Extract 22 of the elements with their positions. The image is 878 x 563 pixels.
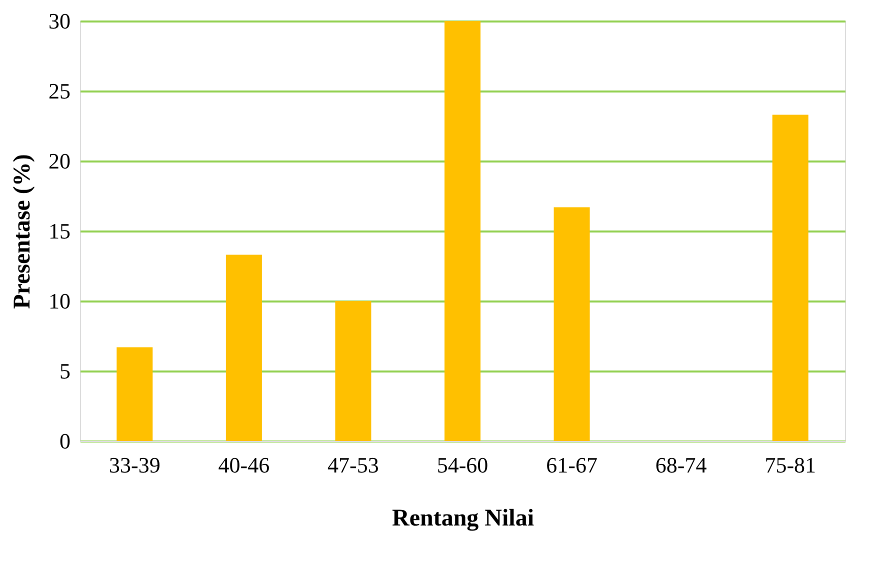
x-tick-label: 33-39 — [108, 452, 160, 478]
x-tick-label: 75-81 — [764, 452, 816, 478]
x-axis-title: Rentang Nilai — [392, 506, 534, 532]
y-tick-label: 0 — [60, 428, 70, 454]
x-tick-label: 68-74 — [655, 452, 707, 478]
y-tick-label: 10 — [48, 288, 70, 314]
y-axis-title: Presentase (%) — [10, 154, 36, 309]
bar — [554, 207, 590, 441]
x-tick-label: 47-53 — [328, 452, 379, 478]
x-tick-label: 61-67 — [546, 452, 598, 478]
bar — [772, 114, 808, 441]
x-tick-label: 54-60 — [436, 452, 488, 478]
y-tick-label: 15 — [48, 218, 70, 244]
x-tick-label: 40-46 — [218, 452, 270, 478]
y-tick-label: 25 — [48, 78, 70, 104]
bar — [116, 347, 153, 441]
y-tick-label: 5 — [60, 358, 70, 384]
y-tick-label: 20 — [48, 148, 70, 174]
bar — [335, 301, 372, 441]
bar — [444, 21, 480, 441]
bar — [226, 254, 262, 441]
y-tick-label: 30 — [48, 8, 70, 34]
